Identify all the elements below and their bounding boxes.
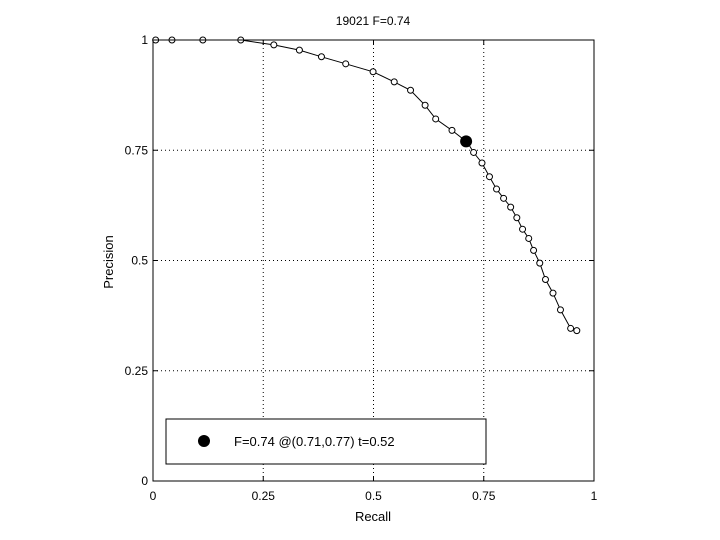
data-point	[519, 225, 527, 233]
series-line	[155, 39, 577, 332]
axis-ticks: 0 0.25 0.5 0.75 1 0 0.25 0.5 0.75 1	[125, 33, 598, 503]
y-tick-label: 0.25	[125, 364, 149, 378]
data-point	[485, 173, 493, 181]
x-tick-label: 0.25	[252, 489, 276, 503]
legend: F=0.74 @(0.71,0.77) t=0.52	[165, 418, 487, 465]
data-point	[530, 246, 538, 254]
data-point	[500, 194, 508, 202]
legend-box	[165, 418, 487, 465]
legend-entry-label: F=0.74 @(0.71,0.77) t=0.52	[234, 434, 395, 449]
data-point	[342, 60, 350, 68]
data-point	[270, 41, 278, 49]
data-point	[478, 159, 486, 167]
data-point	[407, 86, 415, 94]
series-line-layer	[155, 39, 577, 332]
data-point	[390, 78, 398, 86]
data-point	[549, 289, 557, 297]
best-f-point	[460, 135, 473, 148]
data-point	[525, 234, 533, 242]
data-points	[152, 36, 581, 335]
y-axis-label: Precision	[101, 235, 116, 288]
data-point	[317, 53, 325, 61]
data-point	[432, 115, 440, 123]
y-tick-label: 1	[141, 33, 148, 47]
x-tick-label: 1	[591, 489, 598, 503]
grid-lines	[153, 40, 594, 481]
y-tick-label: 0.5	[131, 254, 148, 268]
data-point	[493, 185, 501, 193]
data-point	[421, 101, 429, 109]
data-point	[507, 203, 515, 211]
x-axis-label: Recall	[355, 509, 391, 524]
data-point	[536, 259, 544, 267]
data-point	[513, 214, 521, 222]
data-point	[556, 306, 564, 314]
data-point	[295, 46, 303, 54]
data-point	[567, 324, 575, 332]
data-point	[573, 327, 581, 335]
legend-marker	[198, 435, 210, 447]
data-point	[369, 68, 377, 76]
data-point	[541, 275, 549, 283]
y-tick-label: 0	[141, 474, 148, 488]
y-tick-label: 0.75	[125, 143, 149, 157]
x-tick-label: 0	[150, 489, 157, 503]
chart-title: 19021 F=0.74	[336, 14, 411, 28]
data-point	[470, 148, 478, 156]
x-tick-label: 0.5	[365, 489, 382, 503]
data-point	[448, 126, 456, 134]
x-tick-label: 0.75	[472, 489, 496, 503]
